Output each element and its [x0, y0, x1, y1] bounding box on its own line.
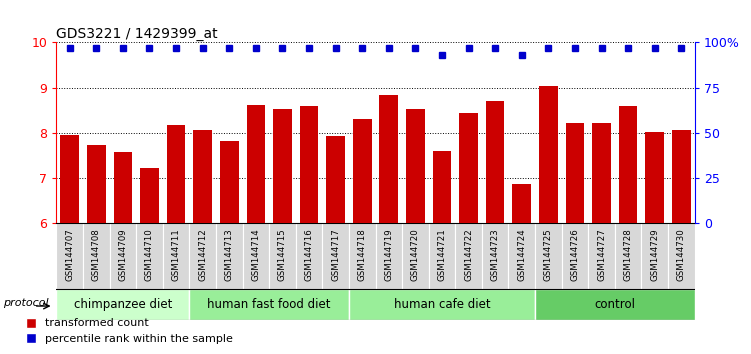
FancyBboxPatch shape [322, 223, 349, 289]
Text: GDS3221 / 1429399_at: GDS3221 / 1429399_at [56, 28, 218, 41]
Text: protocol: protocol [3, 298, 49, 308]
Text: GSM144727: GSM144727 [597, 228, 606, 281]
FancyBboxPatch shape [402, 223, 429, 289]
FancyBboxPatch shape [562, 223, 588, 289]
Bar [460, 113, 478, 223]
Bar [619, 106, 638, 223]
Text: GSM144718: GSM144718 [357, 228, 366, 281]
Text: GSM144723: GSM144723 [490, 228, 499, 281]
Text: GSM144729: GSM144729 [650, 228, 659, 281]
Bar [60, 135, 79, 223]
Text: GSM144709: GSM144709 [119, 228, 128, 281]
FancyBboxPatch shape [508, 223, 535, 289]
Text: GSM144726: GSM144726 [571, 228, 580, 281]
Bar [220, 141, 239, 223]
FancyBboxPatch shape [482, 223, 508, 289]
Bar [300, 106, 318, 223]
Text: GSM144714: GSM144714 [252, 228, 261, 281]
Text: control: control [594, 298, 635, 311]
Text: GSM144719: GSM144719 [385, 228, 394, 281]
FancyBboxPatch shape [136, 223, 163, 289]
Text: GSM144711: GSM144711 [171, 228, 180, 281]
Bar [566, 123, 584, 223]
Text: GSM144710: GSM144710 [145, 228, 154, 281]
Text: GSM144721: GSM144721 [438, 228, 447, 281]
FancyBboxPatch shape [189, 223, 216, 289]
Bar [593, 123, 611, 223]
Text: chimpanzee diet: chimpanzee diet [74, 298, 172, 311]
FancyBboxPatch shape [615, 223, 641, 289]
Text: GSM144724: GSM144724 [517, 228, 526, 281]
Text: GSM144716: GSM144716 [304, 228, 313, 281]
FancyBboxPatch shape [243, 223, 269, 289]
Bar [140, 168, 158, 223]
FancyBboxPatch shape [535, 289, 695, 320]
Bar [113, 152, 132, 223]
FancyBboxPatch shape [376, 223, 402, 289]
Bar [539, 86, 558, 223]
Text: GSM144707: GSM144707 [65, 228, 74, 281]
FancyBboxPatch shape [269, 223, 296, 289]
Bar [246, 105, 265, 223]
Bar [326, 136, 345, 223]
FancyBboxPatch shape [429, 223, 455, 289]
Bar [353, 119, 372, 223]
Bar [486, 101, 505, 223]
Text: human fast food diet: human fast food diet [207, 298, 331, 311]
FancyBboxPatch shape [189, 289, 349, 320]
Text: GSM144713: GSM144713 [225, 228, 234, 281]
FancyBboxPatch shape [588, 223, 615, 289]
FancyBboxPatch shape [56, 289, 189, 320]
FancyBboxPatch shape [296, 223, 322, 289]
FancyBboxPatch shape [110, 223, 136, 289]
Text: GSM144712: GSM144712 [198, 228, 207, 281]
FancyBboxPatch shape [83, 223, 110, 289]
Text: GSM144725: GSM144725 [544, 228, 553, 281]
Text: GSM144708: GSM144708 [92, 228, 101, 281]
FancyBboxPatch shape [216, 223, 243, 289]
Text: GSM144717: GSM144717 [331, 228, 340, 281]
FancyBboxPatch shape [535, 223, 562, 289]
Text: human cafe diet: human cafe diet [394, 298, 490, 311]
Bar [512, 184, 531, 223]
FancyBboxPatch shape [455, 223, 482, 289]
FancyBboxPatch shape [668, 223, 695, 289]
Bar [273, 109, 291, 223]
Text: GSM144728: GSM144728 [623, 228, 632, 281]
FancyBboxPatch shape [349, 223, 376, 289]
Bar [193, 130, 212, 223]
Bar [672, 130, 691, 223]
FancyBboxPatch shape [56, 223, 83, 289]
Legend: transformed count, percentile rank within the sample: transformed count, percentile rank withi… [20, 314, 237, 348]
Bar [167, 125, 185, 223]
Text: GSM144730: GSM144730 [677, 228, 686, 281]
FancyBboxPatch shape [163, 223, 189, 289]
FancyBboxPatch shape [349, 289, 535, 320]
FancyBboxPatch shape [641, 223, 668, 289]
Bar [645, 132, 664, 223]
Text: GSM144722: GSM144722 [464, 228, 473, 281]
Bar [87, 145, 106, 223]
Bar [379, 95, 398, 223]
Bar [406, 109, 425, 223]
Bar [433, 151, 451, 223]
Text: GSM144715: GSM144715 [278, 228, 287, 281]
Text: GSM144720: GSM144720 [411, 228, 420, 281]
